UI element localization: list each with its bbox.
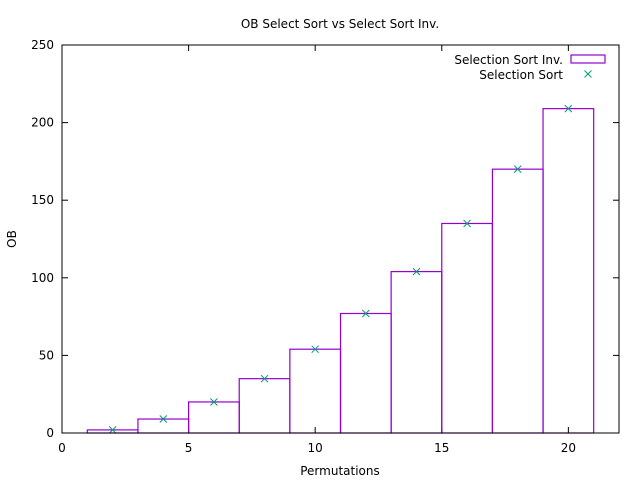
x-axis-label: Permutations [300,464,380,478]
point-stroke [311,345,320,354]
data-point [463,219,471,228]
y-tick-label: 200 [31,116,54,130]
data-point [311,345,320,354]
bar [339,312,392,434]
point-stroke [463,219,471,228]
data-point [108,426,117,434]
legend-swatch-points [584,70,592,78]
y-tick-label: 150 [31,193,54,207]
point-stroke [412,267,421,276]
x-tick-label: 0 [58,441,66,455]
chart-title: OB Select Sort vs Select Sort Inv. [241,17,439,31]
legend: Selection Sort Inv.Selection Sort [454,53,606,82]
bar [289,348,342,434]
y-tick-label: 50 [39,348,54,362]
plot-area: 0 50 100 150 200 250 0 5 10 15 20 [31,38,619,455]
data-point [564,104,573,113]
x-tick-label: 15 [434,441,449,455]
y-tick-label: 0 [46,426,54,440]
point-stroke [159,415,168,423]
legend-label-boxes: Selection Sort Inv. [454,53,563,67]
bar [441,222,494,434]
point-stroke [584,70,592,78]
data-point [210,398,218,406]
data-point [412,267,421,276]
point-stroke [108,426,117,434]
data-point [361,309,370,318]
bar [542,108,595,434]
y-tick-label: 100 [31,271,54,285]
point-stroke [513,165,522,174]
bar [137,418,190,434]
bar [187,401,240,434]
x-tick-label: 20 [561,441,576,455]
legend-label-points: Selection Sort [479,68,563,82]
point-stroke [564,104,573,113]
data-point [159,415,168,423]
bar [491,168,544,434]
y-tick-label: 250 [31,38,54,52]
plot-frame [61,44,620,434]
legend-swatch-boxes [570,54,606,64]
point-stroke [260,374,269,383]
y-axis-label: OB [5,230,19,248]
data-point [260,374,269,383]
x-tick-label: 5 [185,441,193,455]
bar [238,378,291,434]
bar [390,270,443,434]
data-point [513,165,522,174]
x-tick-label: 10 [308,441,323,455]
point-stroke [210,398,218,406]
point-stroke [361,309,370,318]
